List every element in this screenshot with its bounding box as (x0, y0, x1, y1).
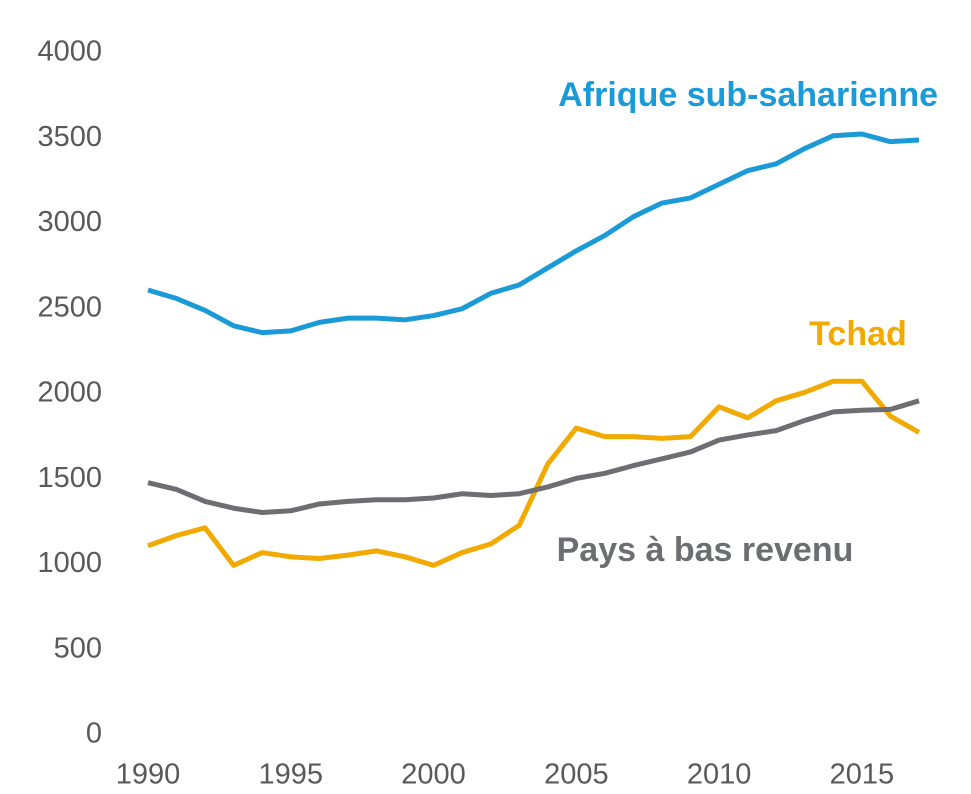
y-tick-label: 1500 (37, 462, 102, 494)
x-tick-label: 1990 (116, 759, 181, 791)
x-tick-label: 2005 (544, 759, 609, 791)
y-tick-label: 1000 (37, 547, 102, 579)
x-tick-label: 2010 (687, 759, 752, 791)
x-tick-label: 2015 (830, 759, 895, 791)
x-tick-label: 2000 (401, 759, 466, 791)
y-tick-label: 3000 (37, 206, 102, 238)
series-line (147, 131, 920, 336)
series-line (147, 398, 920, 515)
series-label: Afrique sub-saharienne (558, 76, 938, 114)
x-tick-label: 1995 (259, 759, 324, 791)
y-tick-label: 4000 (37, 36, 102, 68)
series-label: Pays à bas revenu (557, 531, 854, 569)
y-tick-label: 0 (86, 718, 102, 750)
series-line (147, 378, 921, 568)
y-tick-label: 500 (54, 632, 102, 664)
y-tick-label: 3500 (37, 121, 102, 153)
y-tick-label: 2000 (37, 377, 102, 409)
series-label: Tchad (809, 315, 907, 353)
y-tick-label: 2500 (37, 291, 102, 323)
